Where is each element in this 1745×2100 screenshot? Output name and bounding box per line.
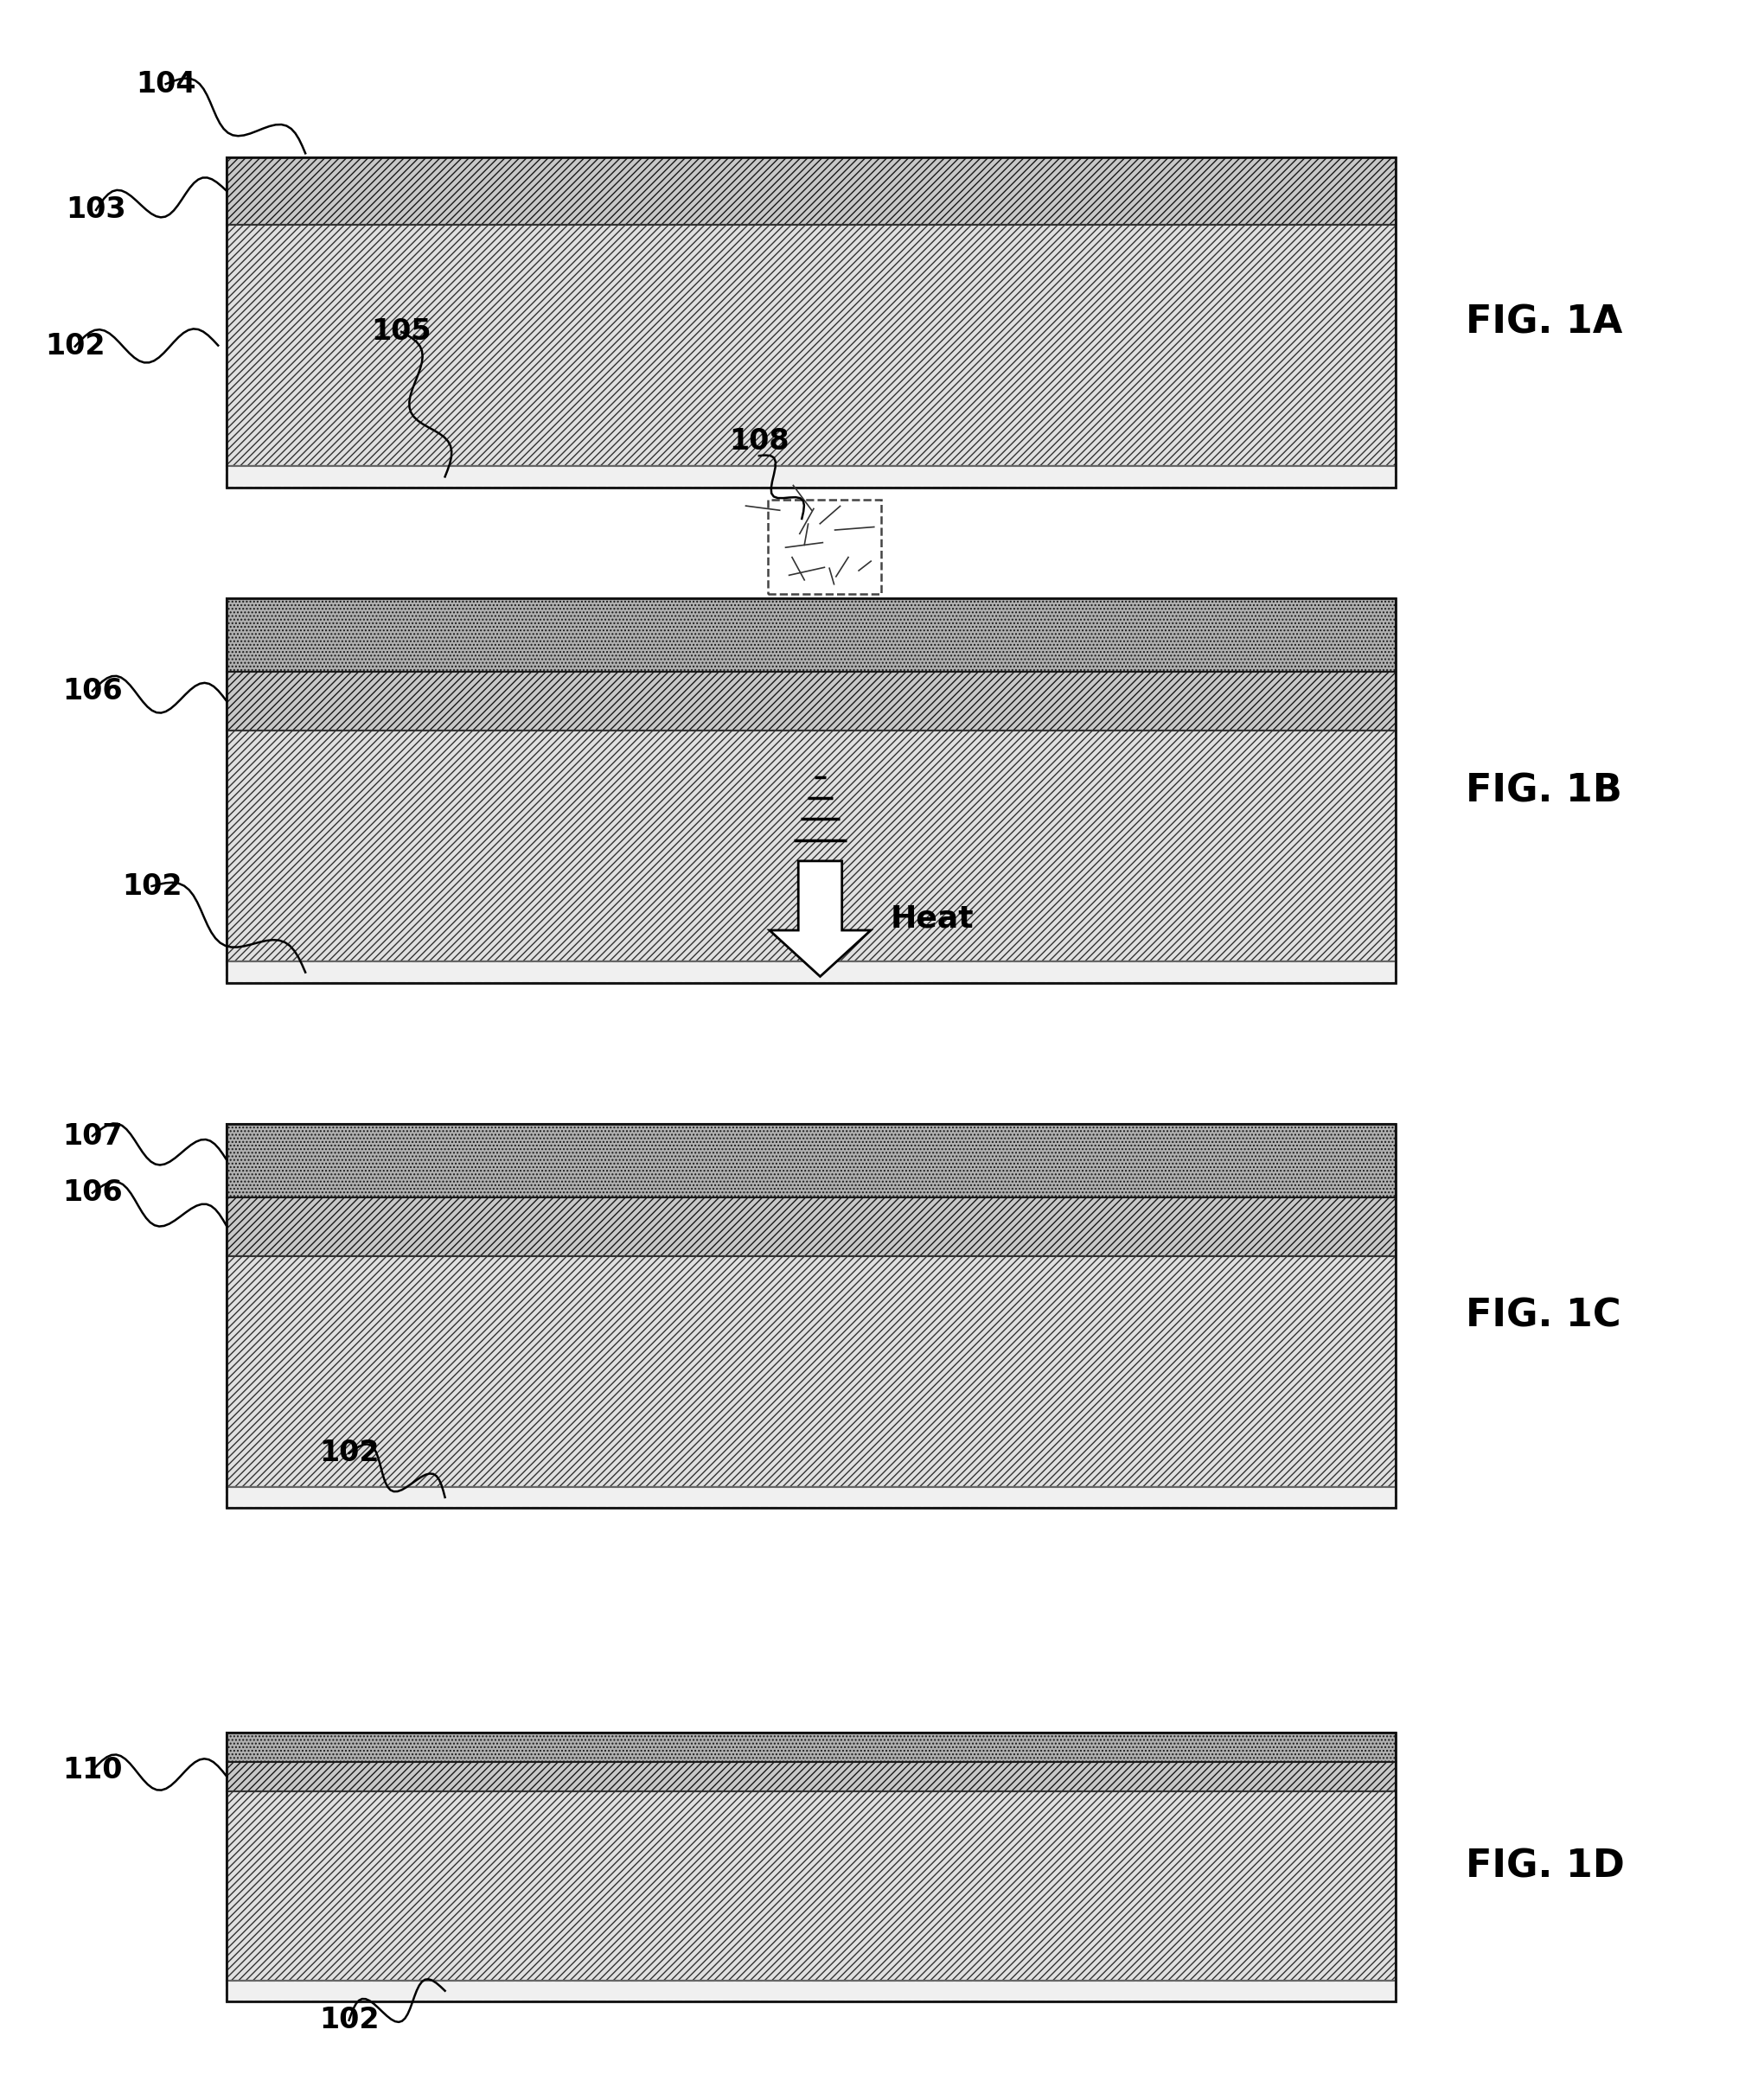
Bar [227, 466, 1396, 487]
Bar [227, 1124, 1396, 1197]
Text: 102: 102 [45, 332, 105, 361]
Text: 102: 102 [319, 2005, 379, 2035]
Text: 103: 103 [66, 195, 126, 225]
Bar [227, 225, 1396, 466]
Text: 107: 107 [63, 1121, 122, 1151]
Text: 104: 104 [136, 69, 195, 99]
Bar [227, 1791, 1396, 1980]
Bar [227, 1980, 1396, 2001]
Bar [227, 1762, 1396, 1791]
Bar [227, 1732, 1396, 2001]
Bar [768, 500, 881, 594]
Bar [227, 1980, 1396, 2001]
Bar [227, 1732, 1396, 1762]
Bar [227, 731, 1396, 962]
Text: FIG. 1B: FIG. 1B [1466, 773, 1623, 808]
FancyArrow shape [770, 861, 871, 977]
Text: 102: 102 [122, 871, 181, 901]
Text: 102: 102 [319, 1439, 379, 1468]
Text: FIG. 1D: FIG. 1D [1466, 1848, 1625, 1886]
Text: FIG. 1A: FIG. 1A [1466, 304, 1623, 340]
Bar [227, 598, 1396, 983]
Bar [227, 1487, 1396, 1508]
Text: FIG. 1C: FIG. 1C [1466, 1298, 1621, 1334]
Text: 106: 106 [63, 676, 122, 706]
Bar [227, 157, 1396, 487]
Text: 106: 106 [63, 1178, 122, 1208]
Bar [227, 962, 1396, 983]
Bar [227, 157, 1396, 225]
Text: 108: 108 [729, 426, 789, 456]
Bar [227, 1256, 1396, 1487]
Bar [227, 962, 1396, 983]
Bar [227, 1124, 1396, 1508]
Text: Heat: Heat [890, 905, 974, 932]
Bar [227, 466, 1396, 487]
Text: 110: 110 [63, 1756, 122, 1785]
Bar [227, 598, 1396, 672]
Bar [227, 1487, 1396, 1508]
Text: 105: 105 [372, 317, 431, 346]
Bar [227, 1197, 1396, 1256]
Bar [227, 672, 1396, 731]
